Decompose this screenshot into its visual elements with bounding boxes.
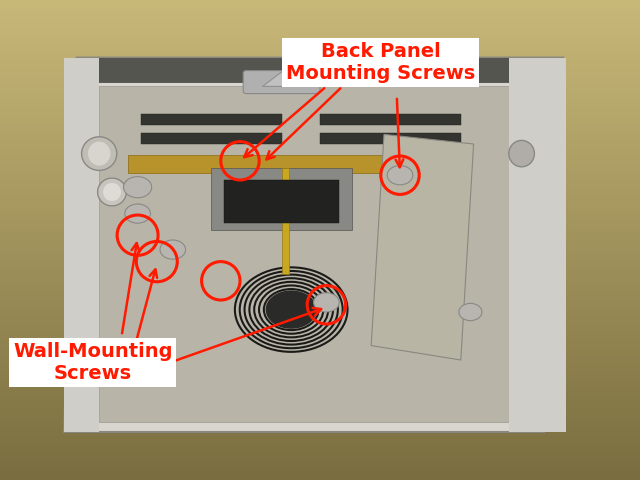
Bar (509, 58, 566, 432)
Bar (282, 168, 289, 274)
Bar (64, 58, 99, 432)
Circle shape (124, 177, 152, 198)
Ellipse shape (509, 140, 534, 167)
Ellipse shape (97, 178, 127, 206)
Bar (320, 133, 461, 144)
FancyBboxPatch shape (243, 71, 320, 94)
Bar (224, 180, 339, 223)
Polygon shape (64, 58, 563, 432)
Circle shape (314, 293, 339, 312)
Bar (141, 133, 282, 144)
Bar (141, 114, 282, 125)
Circle shape (387, 166, 413, 185)
Polygon shape (371, 134, 474, 360)
Bar (211, 168, 352, 230)
Bar (99, 86, 528, 422)
Text: Back Panel
Mounting Screws: Back Panel Mounting Screws (286, 42, 476, 83)
Ellipse shape (103, 183, 121, 201)
Ellipse shape (82, 137, 117, 170)
Bar (320, 114, 461, 125)
Bar (128, 155, 435, 173)
Ellipse shape (88, 142, 111, 166)
Polygon shape (262, 70, 307, 86)
Circle shape (125, 204, 150, 223)
Circle shape (160, 240, 186, 259)
Text: Wall-Mounting
Screws: Wall-Mounting Screws (13, 342, 173, 383)
Circle shape (266, 290, 317, 329)
Polygon shape (77, 58, 563, 82)
Circle shape (459, 303, 482, 321)
